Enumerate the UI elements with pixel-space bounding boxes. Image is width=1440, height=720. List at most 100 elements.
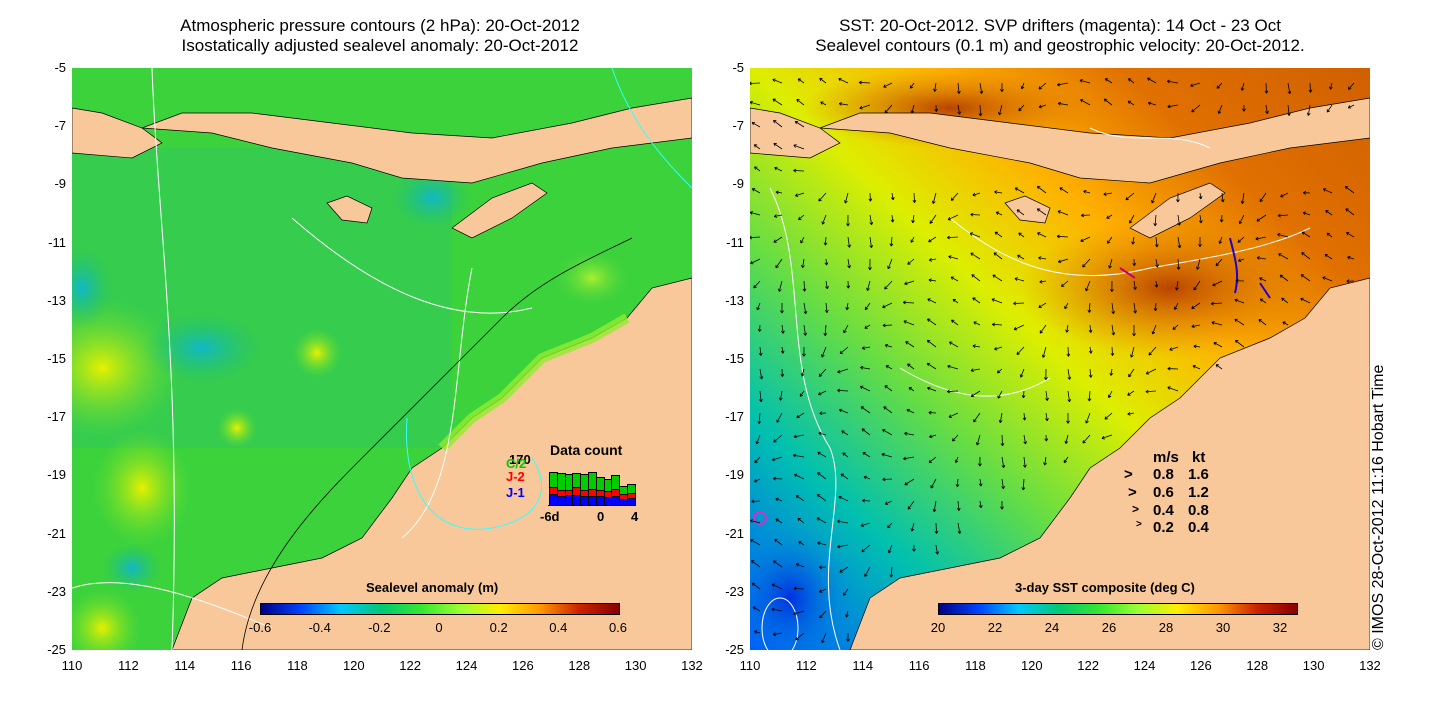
velocity-arrow bbox=[1000, 434, 1005, 447]
data-count-bar bbox=[588, 472, 597, 490]
velocity-arrow bbox=[907, 363, 915, 370]
velocity-arrow bbox=[1088, 324, 1093, 333]
velocity-arrow bbox=[818, 368, 827, 377]
velocity-arrow bbox=[887, 544, 893, 554]
velocity-arrow bbox=[1000, 82, 1004, 93]
velocity-arrow bbox=[994, 346, 1003, 351]
velocity-arrow bbox=[946, 235, 959, 240]
velocity-arrow bbox=[979, 82, 984, 94]
velocity-arrow bbox=[884, 385, 893, 392]
velocity-arrow bbox=[1066, 412, 1070, 424]
y-tick-label: -11 bbox=[726, 234, 744, 250]
velocity-arrow bbox=[1000, 500, 1004, 510]
velocity-arrow bbox=[1198, 192, 1203, 200]
velocity-arrow bbox=[843, 588, 849, 596]
velocity-arrow bbox=[1023, 456, 1027, 468]
velocity-arrow bbox=[1130, 346, 1135, 358]
velocity-arrow bbox=[882, 477, 893, 482]
colorbar-tick-label: 22 bbox=[987, 620, 1003, 635]
velocity-arrow bbox=[1041, 346, 1047, 358]
velocity-arrow bbox=[902, 300, 915, 305]
velocity-arrow bbox=[887, 522, 893, 529]
x-tick-label: 124 bbox=[455, 658, 478, 673]
velocity-arrow bbox=[1057, 82, 1069, 87]
velocity-arrow bbox=[794, 192, 805, 197]
velocity-arrow bbox=[1191, 104, 1201, 113]
velocity-legend-kt: 0.4 bbox=[1188, 519, 1209, 536]
velocity-arrow bbox=[1018, 232, 1025, 238]
velocity-arrow bbox=[889, 236, 894, 247]
velocity-arrow bbox=[951, 319, 959, 326]
velocity-arrow bbox=[926, 339, 937, 348]
data-count-title: Data count bbox=[550, 442, 623, 458]
velocity-arrow bbox=[1056, 234, 1069, 239]
velocity-arrow bbox=[1324, 254, 1333, 260]
velocity-arrow bbox=[907, 500, 915, 510]
data-count-xtick-zero: 0 bbox=[597, 509, 605, 524]
velocity-arrow bbox=[1064, 434, 1069, 444]
velocity-arrow bbox=[1021, 478, 1026, 491]
velocity-arrow bbox=[793, 586, 805, 591]
velocity-arrow bbox=[972, 192, 981, 197]
velocity-arrow bbox=[1043, 456, 1047, 466]
data-count-bar bbox=[619, 493, 629, 500]
velocity-arrow bbox=[1258, 319, 1267, 326]
velocity-arrow bbox=[904, 431, 915, 436]
velocity-arrow bbox=[819, 610, 827, 619]
velocity-arrow bbox=[750, 81, 761, 86]
velocity-arrow bbox=[1191, 302, 1201, 310]
x-tick-label: 124 bbox=[1133, 658, 1156, 673]
velocity-arrow bbox=[1036, 185, 1047, 194]
data-count-bar bbox=[611, 475, 621, 490]
velocity-arrow bbox=[1060, 280, 1069, 287]
velocity-arrow bbox=[890, 214, 895, 223]
data-count-bar bbox=[595, 477, 605, 491]
velocity-arrow bbox=[1148, 346, 1157, 356]
x-tick-label: 112 bbox=[795, 658, 817, 673]
velocity-arrow bbox=[970, 212, 981, 217]
colorbar-tick-label: -0.2 bbox=[368, 620, 391, 635]
velocity-arrow bbox=[772, 98, 783, 106]
x-tick-label: 110 bbox=[739, 658, 761, 673]
velocity-legend-arrow: > bbox=[1128, 484, 1137, 501]
velocity-arrow bbox=[1259, 298, 1267, 304]
velocity-arrow bbox=[978, 104, 983, 117]
velocity-arrow bbox=[911, 214, 915, 224]
velocity-arrow bbox=[1106, 214, 1113, 219]
velocity-arrow bbox=[843, 324, 849, 334]
velocity-arrow bbox=[817, 541, 827, 546]
velocity-arrow bbox=[1020, 82, 1025, 90]
velocity-arrow bbox=[910, 522, 915, 532]
velocity-arrow bbox=[824, 302, 829, 313]
velocity-arrow bbox=[912, 544, 916, 552]
velocity-arrow bbox=[1301, 252, 1311, 260]
velocity-arrow bbox=[1151, 324, 1157, 335]
velocity-arrow bbox=[1211, 321, 1223, 326]
velocity-arrow bbox=[884, 343, 893, 348]
y-tick-label: -7 bbox=[54, 118, 66, 134]
velocity-arrow bbox=[750, 235, 761, 240]
velocity-arrow bbox=[1191, 324, 1201, 329]
y-tick-label: -5 bbox=[54, 60, 66, 75]
velocity-arrow bbox=[775, 497, 783, 502]
velocity-arrow bbox=[947, 364, 959, 370]
velocity-arrow bbox=[1190, 82, 1201, 88]
velocity-arrow bbox=[930, 478, 937, 489]
velocity-arrow bbox=[793, 168, 805, 173]
velocity-legend-kt: 1.2 bbox=[1188, 484, 1209, 501]
velocity-arrow bbox=[998, 412, 1003, 424]
velocity-arrow bbox=[978, 500, 983, 509]
velocity-arrow bbox=[905, 341, 915, 348]
velocity-arrow bbox=[840, 473, 849, 480]
velocity-arrow bbox=[1234, 318, 1245, 326]
velocity-arrow bbox=[793, 610, 805, 616]
data-count-bar bbox=[580, 495, 590, 506]
velocity-arrow bbox=[954, 456, 959, 464]
x-tick-label: 116 bbox=[908, 658, 930, 673]
velocity-arrow bbox=[860, 365, 871, 370]
x-tick-label: 120 bbox=[342, 658, 365, 673]
y-tick-label: -25 bbox=[47, 642, 66, 657]
data-count-bar bbox=[564, 494, 574, 506]
velocity-arrow bbox=[1038, 256, 1047, 260]
velocity-arrow bbox=[947, 214, 959, 221]
